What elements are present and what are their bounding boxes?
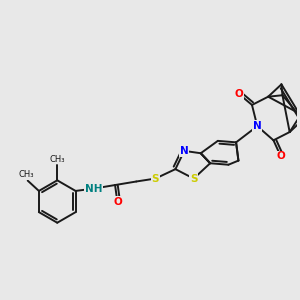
Text: O: O xyxy=(113,197,122,207)
Text: N: N xyxy=(180,146,189,156)
Text: S: S xyxy=(190,174,197,184)
Text: O: O xyxy=(234,89,243,99)
Text: CH₃: CH₃ xyxy=(50,154,65,164)
Text: S: S xyxy=(152,174,159,184)
Text: CH₃: CH₃ xyxy=(19,170,34,179)
Text: N: N xyxy=(253,121,262,131)
Text: NH: NH xyxy=(85,184,103,194)
Text: O: O xyxy=(277,152,285,161)
